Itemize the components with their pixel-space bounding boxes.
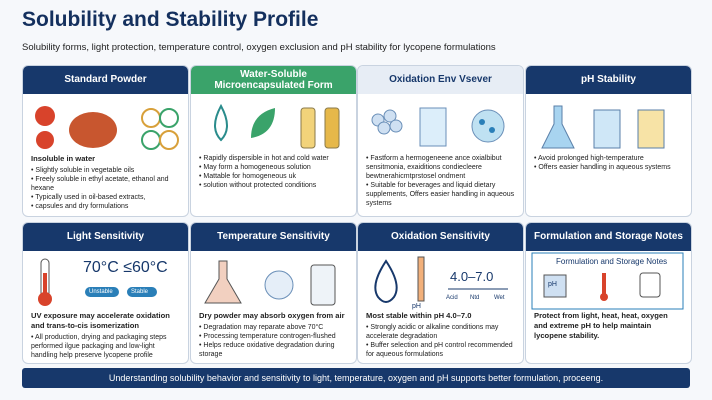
card-text: UV exposure may accelerate oxidation and… bbox=[23, 311, 188, 360]
figure-label: 4.0–7.0 bbox=[450, 269, 494, 284]
figure-label: Unstable bbox=[89, 289, 113, 295]
lead-text: Dry powder may absorb oxygen from air bbox=[199, 311, 345, 320]
card: Oxidation Sensitivity 4.0–7.0 pH Acid Ntd Wet… bbox=[357, 222, 524, 364]
card-title: Water-Soluble Microencapsulated Form bbox=[191, 66, 356, 94]
icon bbox=[541, 105, 665, 149]
figure-label: Stable bbox=[131, 289, 149, 295]
card-title: Formulation and Storage Notes bbox=[526, 223, 691, 251]
illustration bbox=[191, 94, 356, 154]
bullet: Slightly soluble in vegetable oils bbox=[31, 166, 180, 175]
lead-text: Protect from light, heat, heat, oxygen a… bbox=[534, 311, 668, 340]
card-title: Temperature Sensitivity bbox=[191, 223, 356, 251]
card: pH Stability Avoid prolonged high-tempera… bbox=[525, 65, 692, 217]
bullet: Typically used in oil-based extracts, bbox=[31, 193, 180, 202]
icon bbox=[531, 252, 684, 310]
illustration bbox=[191, 251, 356, 311]
illustration: Formulation and Storage Notes pH bbox=[526, 251, 691, 311]
illustration: 4.0–7.0 pH Acid Ntd Wet bbox=[358, 251, 523, 311]
card-title: Light Sensitivity bbox=[23, 223, 188, 251]
bullet: solution without protected conditions bbox=[199, 181, 348, 190]
bullet: Buffer selection and pH control recommen… bbox=[366, 341, 515, 359]
bullet: Suitable for beverages and liquid dietar… bbox=[366, 181, 515, 208]
illustration: 70°C ≤60°C Unstable Stable bbox=[23, 251, 188, 311]
card-title: Standard Powder bbox=[23, 66, 188, 94]
figure-label: Wet bbox=[494, 295, 505, 301]
icon bbox=[374, 256, 508, 303]
figure-label: 70°C ≤60°C bbox=[83, 259, 168, 276]
icon bbox=[204, 260, 336, 306]
icon bbox=[214, 103, 340, 149]
card-text: Avoid prolonged high-temperatureOffers e… bbox=[526, 154, 691, 172]
card-text: Dry powder may absorb oxygen from air Deg… bbox=[191, 311, 356, 359]
bullet: Strongly acidic or alkaline conditions m… bbox=[366, 323, 515, 341]
card-text: Protect from light, heat, heat, oxygen a… bbox=[526, 311, 691, 341]
bullet: Rapidly dispersible in hot and cold wate… bbox=[199, 154, 348, 163]
icon bbox=[38, 258, 157, 306]
card: Temperature Sensitivity Dry powder may ab… bbox=[190, 222, 357, 364]
bullet: Degradation may reparate above 70°C bbox=[199, 323, 348, 332]
figure-label: pH bbox=[412, 303, 421, 310]
bullet: Fastform a hermogeneene ance oxialbibut … bbox=[366, 154, 515, 181]
bullet: Offers easier handling in aqueous system… bbox=[534, 163, 683, 172]
card: Formulation and Storage Notes Formulation… bbox=[525, 222, 692, 364]
bullet: Mattable for homogeneous uk bbox=[199, 172, 348, 181]
figure-label: Formulation and Storage Notes bbox=[556, 257, 668, 266]
card: Light Sensitivity 70°C ≤60°C Unstable Stabl… bbox=[22, 222, 189, 364]
illustration bbox=[358, 94, 523, 154]
card-text: Most stable within pH 4.0–7.0 Strongly ac… bbox=[358, 311, 523, 359]
figure-label: Acid bbox=[446, 295, 458, 301]
subtitle: Solubility forms, light protection, temp… bbox=[22, 42, 496, 53]
card-title: Oxidation Env Vsever bbox=[358, 66, 523, 94]
figure-label: Ntd bbox=[470, 295, 480, 301]
figure-label: pH bbox=[548, 281, 557, 288]
bullet: Avoid prolonged high-temperature bbox=[534, 154, 683, 163]
card: Water-Soluble Microencapsulated Form Rapi… bbox=[190, 65, 357, 217]
card-title: Oxidation Sensitivity bbox=[358, 223, 523, 251]
bullet: Helps reduce oxidative degradation durin… bbox=[199, 341, 348, 359]
card: Standard Powder Insoluble in water Slightl… bbox=[22, 65, 189, 217]
card-text: Fastform a hermogeneene ance oxialbibut … bbox=[358, 154, 523, 209]
lead-text: UV exposure may accelerate oxidation and… bbox=[31, 311, 170, 330]
illustration bbox=[23, 94, 188, 154]
card: Oxidation Env Vsever Fastform a hermogene… bbox=[357, 65, 524, 217]
card-title: pH Stability bbox=[526, 66, 691, 94]
bullet: All production, drying and packaging ste… bbox=[31, 333, 180, 360]
bullet: May form a homogeneous solution bbox=[199, 163, 348, 172]
icon bbox=[371, 107, 505, 147]
title: Solubility and Stability Profile bbox=[22, 8, 319, 31]
illustration bbox=[526, 94, 691, 154]
lead-text: Insoluble in water bbox=[31, 154, 96, 163]
bullet: capsules and dry formulations bbox=[31, 202, 180, 211]
card-text: Insoluble in water Slightly soluble in ve… bbox=[23, 154, 188, 211]
bullet: Processing temperature controgen-flushed bbox=[199, 332, 348, 341]
bullet: Freely soluble in ethyl acetate, ethanol… bbox=[31, 175, 180, 193]
footer: Understanding solubility behavior and se… bbox=[22, 368, 690, 388]
icon bbox=[35, 106, 179, 150]
lead-text: Most stable within pH 4.0–7.0 bbox=[366, 311, 472, 320]
card-text: Rapidly dispersible in hot and cold wate… bbox=[191, 154, 356, 190]
